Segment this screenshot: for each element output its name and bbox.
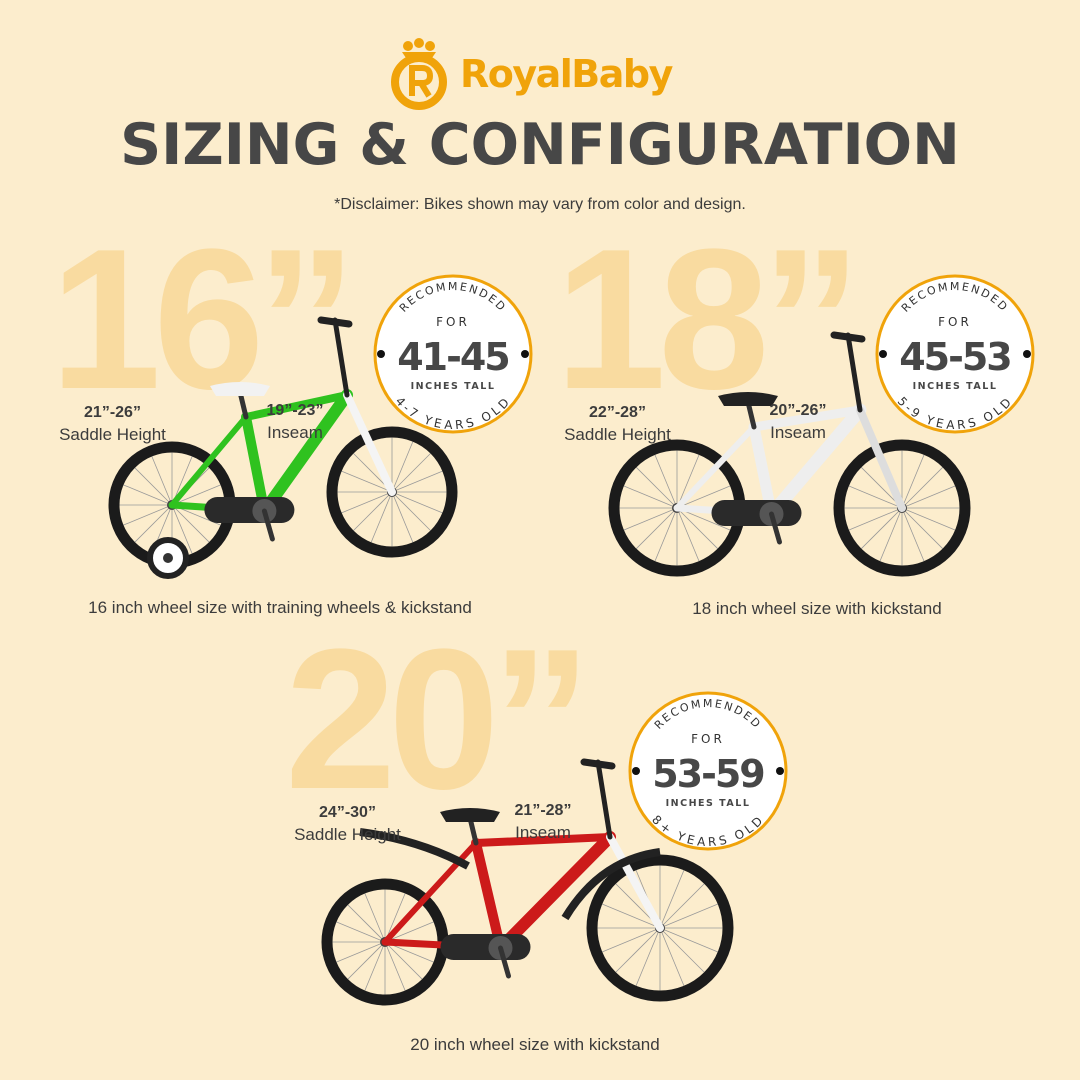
size-16-label: 16” [50, 208, 356, 431]
badge-range: 41-45 [397, 335, 509, 379]
dot-icon [1023, 350, 1031, 358]
badge-range: 53-59 [652, 752, 764, 796]
inseam-label: Inseam [770, 423, 826, 442]
inseam-18: 20”-26” Inseam [743, 400, 853, 444]
saddle-18: 22”-28” Saddle Height [545, 402, 690, 446]
chain-guard [711, 500, 802, 526]
inseam-label: Inseam [267, 423, 323, 442]
bike-0 [108, 316, 458, 579]
bike-1 [608, 331, 971, 577]
inseam-range: 21”-28” [514, 802, 572, 819]
handlebar [580, 758, 616, 770]
fork [856, 406, 906, 512]
seat-post [745, 399, 757, 430]
inseam-range: 20”-26” [769, 402, 827, 419]
brand-logo: RoyalBaby [388, 38, 673, 110]
badge-for: FOR [691, 732, 725, 746]
badge-unit: INCHES TALL [913, 381, 998, 392]
saddle-range: 24”-30” [319, 804, 376, 821]
brand-name: RoyalBaby [460, 52, 673, 96]
dot-icon [521, 350, 529, 358]
top-tube [472, 833, 614, 847]
saddle [718, 392, 778, 406]
inseam-label: Inseam [515, 823, 571, 842]
stem [595, 759, 613, 840]
saddle-16: 21”-26” Saddle Height [40, 402, 185, 446]
top-tube [749, 405, 865, 432]
down-tube [494, 831, 616, 954]
page-title: SIZING & CONFIGURATION [120, 112, 960, 178]
seat-tube [748, 421, 777, 520]
handlebar [830, 331, 866, 343]
saddle-range: 21”-26” [84, 404, 141, 421]
front-wheel [833, 439, 971, 577]
disclaimer: *Disclaimer: Bikes shown may vary from c… [334, 196, 746, 213]
saddle [210, 382, 270, 396]
bike-2 [321, 758, 734, 1006]
inseam-20: 21”-28” Inseam [488, 800, 598, 844]
seat-stay [674, 424, 757, 511]
inseam-16: 19”-23” Inseam [240, 400, 350, 444]
badge-unit: INCHES TALL [666, 798, 751, 809]
chain-guard [440, 934, 531, 960]
crown-r-logo-icon [391, 38, 447, 110]
pedal-arm [769, 511, 782, 545]
training-wheel [147, 537, 189, 579]
pedal-arm [261, 508, 275, 542]
badge-unit: INCHES TALL [411, 381, 496, 392]
down-tube [258, 389, 353, 517]
chain-guard [204, 497, 295, 523]
caption-16: 16 inch wheel size with training wheels … [88, 598, 472, 617]
pedal-arm [498, 945, 511, 979]
size-20-label: 20” [285, 608, 591, 831]
front-fender [561, 848, 661, 921]
inseam-range: 19”-23” [266, 402, 324, 419]
seat-stay [382, 840, 479, 945]
saddle-label: Saddle Height [59, 425, 166, 444]
badge-for: FOR [938, 315, 972, 329]
caption-20: 20 inch wheel size with kickstand [410, 1035, 660, 1054]
saddle-label: Saddle Height [294, 825, 401, 844]
badge-range: 45-53 [899, 335, 1011, 379]
dot-icon [776, 767, 784, 775]
caption-18: 18 inch wheel size with kickstand [692, 599, 942, 618]
seat-post [467, 815, 479, 846]
stem [332, 317, 350, 398]
dot-icon [632, 767, 640, 775]
dot-icon [879, 350, 887, 358]
fork [343, 391, 396, 496]
saddle-20: 24”-30” Saddle Height [275, 802, 420, 846]
saddle-range: 22”-28” [589, 404, 646, 421]
seat-tube [241, 412, 270, 516]
rear-fender [359, 828, 470, 870]
saddle [440, 808, 500, 822]
handlebar [317, 316, 353, 328]
top-tube [242, 391, 351, 421]
stem [845, 332, 863, 413]
badge-for: FOR [436, 315, 470, 329]
dot-icon [377, 350, 385, 358]
fork [606, 833, 664, 932]
down-tube [765, 403, 867, 521]
size-18-label: 18” [555, 208, 861, 431]
seat-post [237, 389, 249, 420]
saddle-label: Saddle Height [564, 425, 671, 444]
seat-stay [169, 414, 249, 508]
seat-tube [471, 838, 506, 953]
